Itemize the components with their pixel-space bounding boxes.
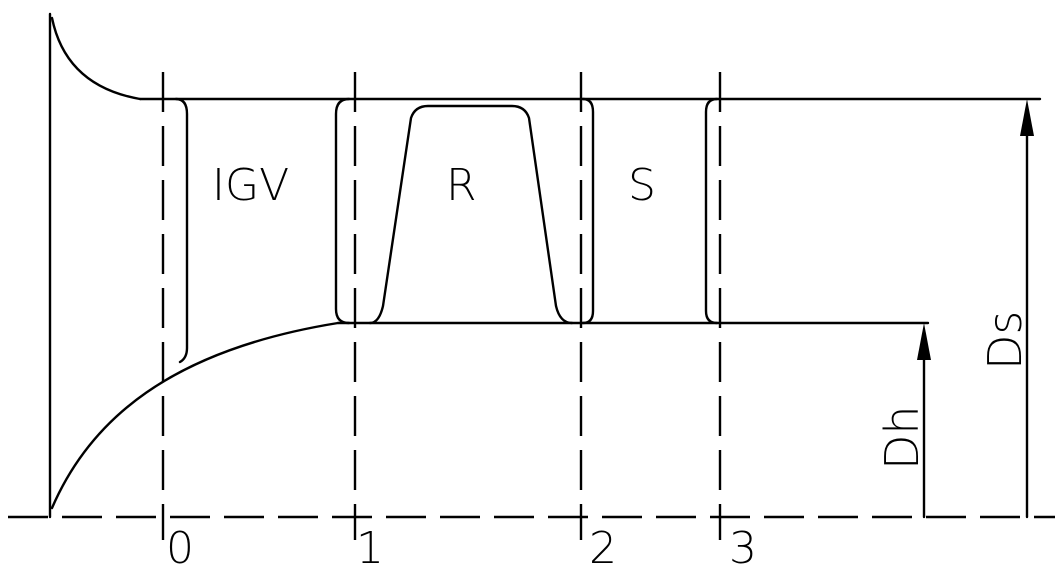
inlet-shroud-curve xyxy=(50,16,142,101)
inlet-hub-curve xyxy=(50,321,340,510)
stator-strip-right xyxy=(704,97,719,325)
station-label-0: 0 xyxy=(166,523,194,567)
rotor-label: R xyxy=(446,160,477,211)
rotor-inlet-strip xyxy=(334,97,351,325)
station-label-1: 1 xyxy=(356,523,384,567)
igv-label: IGV xyxy=(212,160,289,211)
station-label-2: 2 xyxy=(589,523,617,567)
station-label-3: 3 xyxy=(729,523,757,567)
igv-blade xyxy=(174,97,189,364)
stator-strip-left xyxy=(581,97,595,325)
ds-arrow-head xyxy=(1020,99,1034,136)
dh-label: Dh xyxy=(875,405,929,470)
rotor-blade xyxy=(368,104,574,325)
dh-arrow-head xyxy=(917,323,931,360)
ds-label: Ds xyxy=(978,311,1032,370)
stator-label: S xyxy=(628,160,656,211)
